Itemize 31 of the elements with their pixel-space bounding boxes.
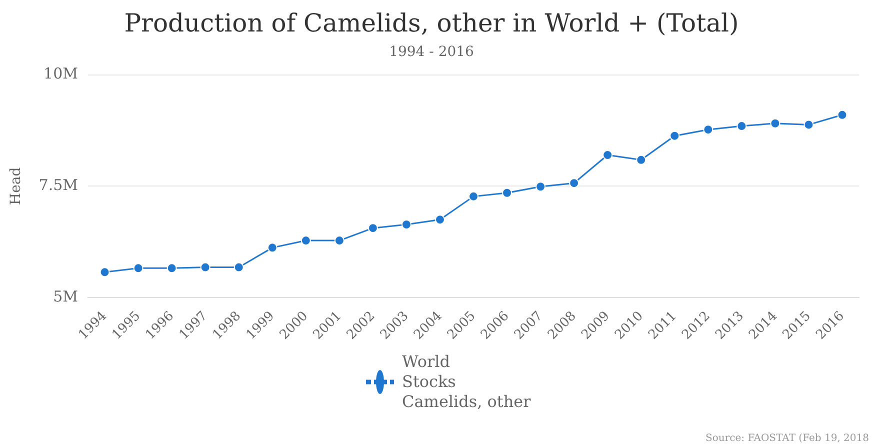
- point: [300, 236, 311, 246]
- y-tick-label: 5M: [53, 287, 78, 306]
- chart-subtitle: 1994 - 2016: [389, 44, 474, 60]
- point: [166, 263, 177, 274]
- y-tick-label: 10M: [44, 64, 78, 83]
- point: [736, 121, 747, 132]
- point: [368, 223, 378, 234]
- point: [234, 262, 244, 272]
- point: [703, 124, 714, 135]
- point: [133, 263, 144, 274]
- point: [502, 188, 512, 198]
- point: [200, 262, 210, 272]
- chart-title: Production of Camelids, other in World + (Total): [124, 8, 739, 38]
- point: [569, 178, 580, 188]
- point: [636, 154, 646, 165]
- point: [100, 267, 110, 278]
- y-axis-title: Head: [8, 167, 24, 206]
- point: [434, 214, 445, 225]
- point: [267, 242, 278, 253]
- source-note: Source: FAOSTAT (Feb 19, 2018: [706, 433, 869, 444]
- legend-label: World Stocks Camelids, other: [402, 352, 531, 412]
- point: [804, 120, 814, 130]
- point: [536, 182, 546, 192]
- point: [401, 220, 412, 230]
- point: [468, 191, 479, 202]
- point: [770, 118, 780, 128]
- y-tick-label: 7.5M: [38, 176, 78, 194]
- point: [602, 150, 613, 160]
- point: [670, 130, 680, 141]
- point: [334, 236, 344, 246]
- point: [837, 110, 848, 120]
